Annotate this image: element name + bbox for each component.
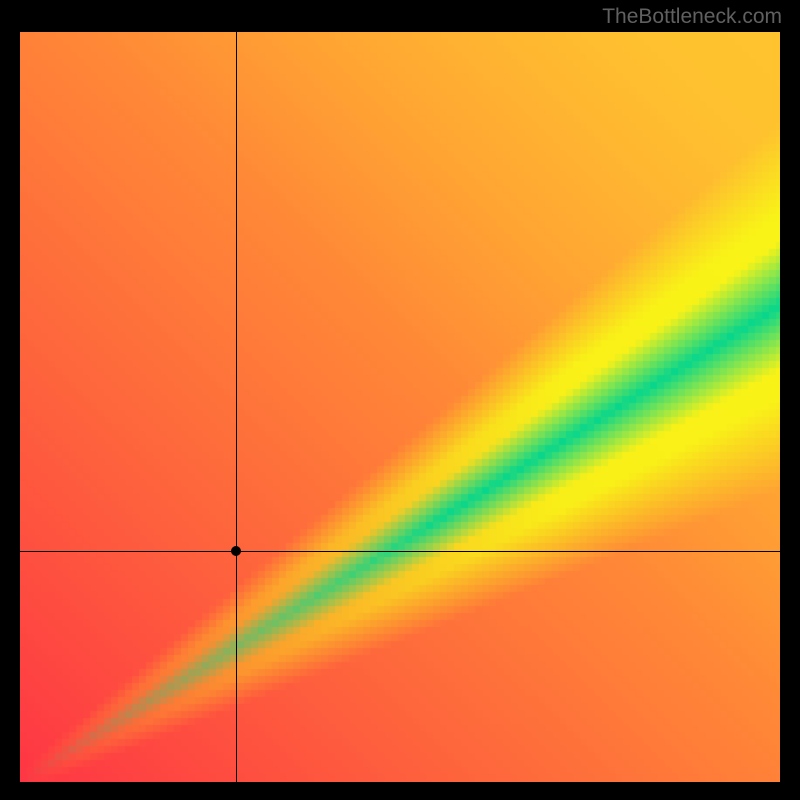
watermark-text: TheBottleneck.com xyxy=(602,5,782,29)
crosshair-marker-dot xyxy=(231,546,241,556)
crosshair-vertical-line xyxy=(236,32,237,782)
heatmap-plot xyxy=(20,32,780,782)
heatmap-canvas xyxy=(20,32,780,782)
crosshair-horizontal-line xyxy=(20,551,780,552)
